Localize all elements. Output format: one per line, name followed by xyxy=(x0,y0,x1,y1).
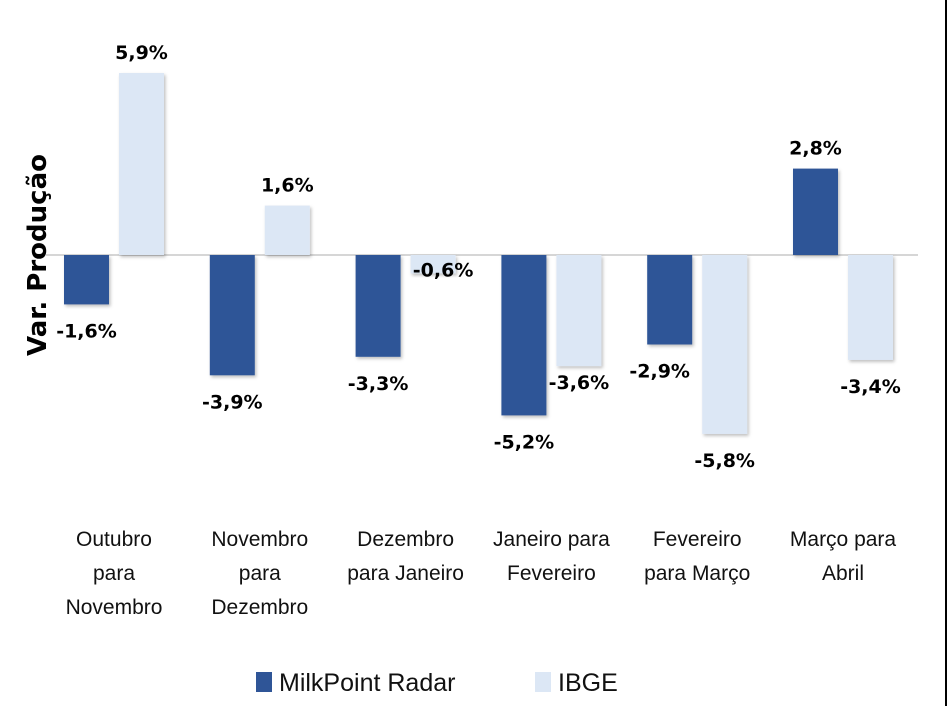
legend-label: IBGE xyxy=(558,669,618,697)
x-tick-label: Março para Abril xyxy=(790,528,897,585)
x-tick-label: Outubro para Novembro xyxy=(66,528,163,619)
x-tick-label: Dezembro para Janeiro xyxy=(347,528,464,585)
data-label: -3,9% xyxy=(202,391,263,413)
bar-milkpoint-radar-1 xyxy=(209,255,255,376)
x-tick-label: Janeiro para Fevereiro xyxy=(493,528,610,585)
data-label: -0,6% xyxy=(413,260,474,282)
bar-ibge-0 xyxy=(119,73,164,255)
bar-ibge-5 xyxy=(848,255,893,360)
data-label: -5,2% xyxy=(494,431,555,453)
data-label: 5,9% xyxy=(115,42,168,64)
data-label: -3,6% xyxy=(549,372,610,394)
legend-swatch-ibge xyxy=(535,672,551,692)
data-label: 2,8% xyxy=(789,138,842,160)
data-label: -5,8% xyxy=(694,450,755,472)
bar-milkpoint-radar-4 xyxy=(647,255,693,345)
legend: MilkPoint Radar IBGE xyxy=(256,669,618,697)
bar-ibge-2 xyxy=(410,255,456,274)
data-label: -3,4% xyxy=(840,376,901,398)
bar-milkpoint-radar-5 xyxy=(793,168,838,255)
bar-milkpoint-radar-0 xyxy=(64,255,109,305)
x-tick-label: Novembro para Dezembro xyxy=(211,528,308,619)
bar-ibge-3 xyxy=(556,255,602,367)
legend-swatch-milkpoint-radar xyxy=(256,672,272,692)
bar-ibge-4 xyxy=(702,255,748,434)
frame-border xyxy=(945,0,947,706)
legend-label: MilkPoint Radar xyxy=(279,669,455,697)
bar-milkpoint-radar-2 xyxy=(355,255,401,357)
bar-milkpoint-radar-3 xyxy=(501,255,547,416)
bar-ibge-1 xyxy=(264,205,310,255)
x-tick-label: Fevereiro para Março xyxy=(644,528,750,585)
data-label: -2,9% xyxy=(629,361,690,383)
data-label: -3,3% xyxy=(348,373,409,395)
data-label: -1,6% xyxy=(56,320,117,342)
data-label: 1,6% xyxy=(261,175,314,197)
